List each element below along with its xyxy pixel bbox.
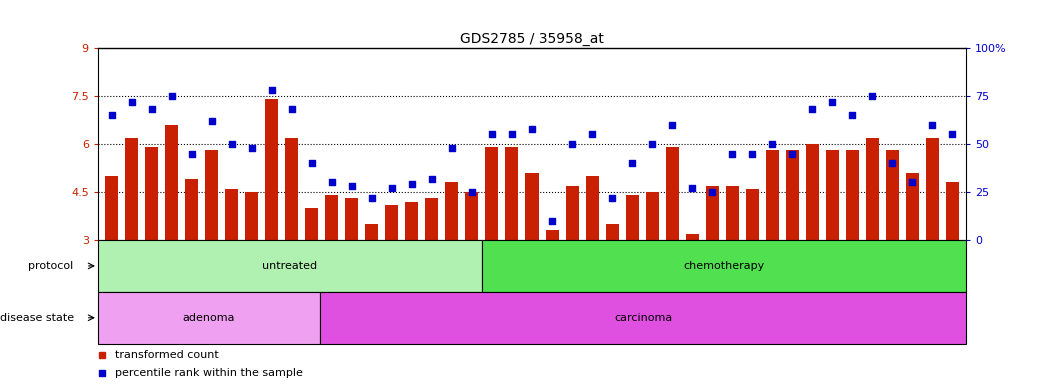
Bar [585,176,599,240]
Bar [785,151,799,240]
Point [183,151,200,157]
Bar [685,233,699,240]
Bar [546,230,559,240]
Point [664,122,681,128]
Bar [846,151,859,240]
Point [483,131,500,137]
Bar [646,192,659,240]
Bar [766,151,779,240]
Bar [320,292,966,344]
Bar [165,125,179,240]
Point [683,185,700,191]
Point [764,141,781,147]
Title: GDS2785 / 35958_at: GDS2785 / 35958_at [460,31,604,46]
Text: disease state: disease state [0,313,73,323]
Point [864,93,881,99]
Point [323,179,340,185]
Bar [526,173,538,240]
Point [724,151,741,157]
Point [244,145,261,151]
Point [144,106,161,113]
Point [123,99,140,105]
Text: chemotherapy: chemotherapy [683,261,764,271]
Bar [326,195,338,240]
Bar [226,189,238,240]
Bar [98,292,320,344]
Point [944,131,961,137]
Point [364,195,381,201]
Bar [885,151,899,240]
Bar [465,192,479,240]
Point [903,179,920,185]
Bar [185,179,198,240]
Point [383,185,400,191]
Text: percentile rank within the sample: percentile rank within the sample [115,368,303,378]
Point [844,112,861,118]
Point [203,118,220,124]
Point [824,99,841,105]
Text: transformed count: transformed count [115,350,219,360]
Bar [905,173,918,240]
Bar [98,240,482,292]
Bar [305,208,318,240]
Point [544,218,561,224]
Bar [405,202,418,240]
Bar [346,199,359,240]
Point [603,195,620,201]
Bar [726,185,738,240]
Point [564,141,581,147]
Point [164,93,181,99]
Point [264,87,281,93]
Bar [446,182,459,240]
Bar [365,224,379,240]
Point [803,106,820,113]
Point [444,145,461,151]
Point [703,189,720,195]
Bar [482,240,966,292]
Bar [285,137,298,240]
Bar [626,195,638,240]
Point [283,106,300,113]
Bar [866,137,879,240]
Point [223,141,240,147]
Bar [805,144,818,240]
Bar [926,137,938,240]
Point [644,141,661,147]
Bar [385,205,398,240]
Point [583,131,600,137]
Point [783,151,800,157]
Bar [126,137,138,240]
Bar [426,199,438,240]
Bar [605,224,618,240]
Point [303,160,320,166]
Bar [826,151,838,240]
Bar [205,151,218,240]
Point [744,151,761,157]
Bar [705,185,718,240]
Point [924,122,941,128]
Bar [565,185,579,240]
Point [523,126,541,132]
Text: protocol: protocol [29,261,73,271]
Bar [246,192,259,240]
Point [883,160,900,166]
Point [464,189,481,195]
Point [423,175,440,182]
Bar [746,189,759,240]
Bar [666,147,679,240]
Bar [505,147,518,240]
Point [503,131,520,137]
Bar [105,176,118,240]
Point [344,183,361,189]
Point [624,160,641,166]
Text: adenoma: adenoma [183,313,235,323]
Text: carcinoma: carcinoma [614,313,672,323]
Bar [265,99,279,240]
Point [103,112,120,118]
Text: untreated: untreated [262,261,317,271]
Bar [146,147,159,240]
Bar [946,182,959,240]
Point [403,181,420,187]
Bar [485,147,499,240]
